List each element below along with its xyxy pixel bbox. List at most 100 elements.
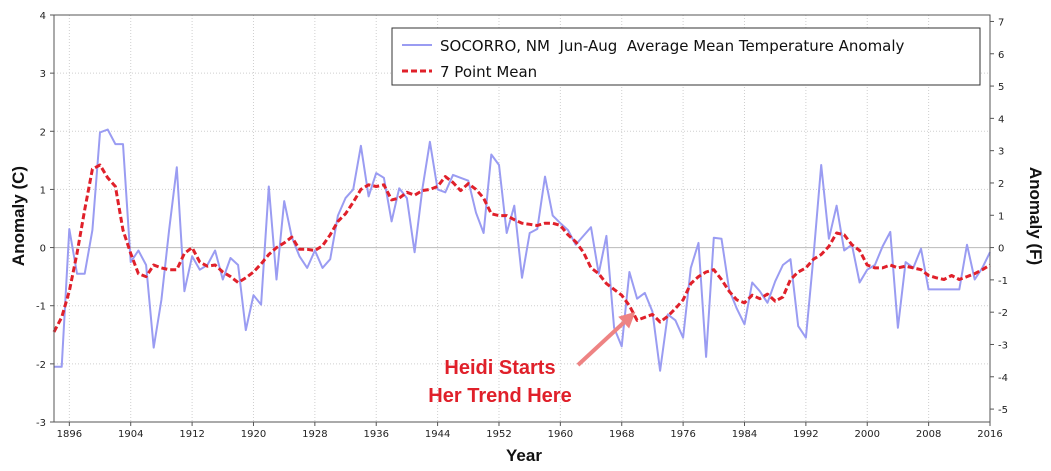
- seven-point-mean-line-point: [483, 198, 484, 199]
- seven-point-mean-line-point: [376, 186, 377, 187]
- seven-point-mean-line-point: [468, 183, 469, 184]
- x-tick-label: 1904: [118, 429, 143, 440]
- annual-anomaly-line-point: [437, 189, 438, 190]
- seven-point-mean-line-point: [598, 273, 599, 274]
- annual-anomaly-line-point: [61, 366, 62, 367]
- seven-point-mean-line-point: [284, 242, 285, 243]
- seven-point-mean-line-point: [207, 266, 208, 267]
- seven-point-mean-line-point: [544, 223, 545, 224]
- annual-anomaly-line-point: [920, 248, 921, 249]
- seven-point-mean-line-point: [913, 267, 914, 268]
- annual-anomaly-line-point: [813, 256, 814, 257]
- annual-anomaly-line-point: [936, 289, 937, 290]
- seven-point-mean-line-point: [897, 267, 898, 268]
- seven-point-mean-line-point: [368, 184, 369, 185]
- seven-point-mean-line-point: [360, 189, 361, 190]
- annual-anomaly-line-point: [698, 242, 699, 243]
- seven-point-mean-line-point: [445, 176, 446, 177]
- seven-point-mean-line-point: [399, 198, 400, 199]
- annual-anomaly-line-point: [943, 289, 944, 290]
- x-tick-label: 1952: [486, 429, 511, 440]
- annual-anomaly-line-point: [199, 269, 200, 270]
- seven-point-mean-line-point: [268, 254, 269, 255]
- x-tick-label: 1976: [670, 429, 695, 440]
- annual-anomaly-line-point: [192, 256, 193, 257]
- seven-point-mean-line-point: [690, 283, 691, 284]
- seven-point-mean-line-point: [498, 215, 499, 216]
- annual-anomaly-line-point: [122, 144, 123, 145]
- seven-point-mean-line-point: [99, 164, 100, 165]
- annual-anomaly-line-point: [360, 145, 361, 146]
- annual-anomaly-line-point: [652, 311, 653, 312]
- annual-anomaly-line-point: [752, 282, 753, 283]
- seven-point-mean-line-point: [590, 267, 591, 268]
- seven-point-mean-line-point: [951, 275, 952, 276]
- annual-anomaly-line-point: [836, 205, 837, 206]
- seven-point-mean-line-point: [353, 202, 354, 203]
- annual-anomaly-line-point: [491, 154, 492, 155]
- seven-point-mean-line-point: [798, 271, 799, 272]
- seven-point-mean-line-point: [245, 277, 246, 278]
- seven-point-mean-line-point: [744, 302, 745, 303]
- annual-anomaly-line-point: [683, 337, 684, 338]
- annual-anomaly-line-point: [637, 298, 638, 299]
- annual-anomaly-line-point: [882, 246, 883, 247]
- seven-point-mean-line-point: [153, 264, 154, 265]
- seven-point-mean-line-point: [261, 263, 262, 264]
- annual-anomaly-line-point: [721, 238, 722, 239]
- legend-label-annual: SOCORRO, NM Jun-Aug Average Mean Tempera…: [440, 37, 905, 55]
- seven-point-mean-line-point: [215, 264, 216, 265]
- annotation-arrow-shaft: [576, 321, 626, 367]
- y-axis-right-title: Anomaly (F): [1026, 167, 1045, 265]
- annual-anomaly-line-point: [560, 223, 561, 224]
- annual-anomaly-line-point: [475, 212, 476, 213]
- seven-point-mean-line-point: [122, 230, 123, 231]
- annotation: Heidi Starts Her Trend Here: [428, 311, 636, 407]
- annual-anomaly-line-point: [322, 267, 323, 268]
- seven-point-mean-line-point: [698, 276, 699, 277]
- seven-point-mean-line-point: [575, 241, 576, 242]
- seven-point-mean-line-point: [729, 291, 730, 292]
- annual-anomaly-line-point: [299, 256, 300, 257]
- seven-point-mean-line-point: [92, 169, 93, 170]
- seven-point-mean-line-point: [966, 276, 967, 277]
- annual-anomaly-line-point: [337, 215, 338, 216]
- x-tick-label: 1992: [793, 429, 818, 440]
- seven-point-mean-line-point: [230, 276, 231, 277]
- annual-anomaly-line-point: [92, 230, 93, 231]
- seven-point-mean-line-point: [805, 267, 806, 268]
- y-right-tick-label: -1: [998, 276, 1008, 287]
- y-right-tick-label: 6: [998, 50, 1004, 61]
- annual-anomaly-line-point: [146, 264, 147, 265]
- y-left-tick-label: 2: [40, 127, 46, 138]
- y-left-tick-label: 4: [40, 11, 46, 22]
- annual-anomaly-line-point: [99, 132, 100, 133]
- seven-point-mean-line-point: [414, 195, 415, 196]
- x-tick-label: 2000: [855, 429, 880, 440]
- annual-anomaly-line-point: [959, 289, 960, 290]
- annual-anomaly-line-point: [706, 356, 707, 357]
- y-right-tick-label: -4: [998, 373, 1008, 384]
- annual-anomaly-line-point: [966, 244, 967, 245]
- seven-point-mean-line-point: [836, 232, 837, 233]
- annual-anomaly-line-point: [552, 215, 553, 216]
- seven-point-mean-line-point: [675, 308, 676, 309]
- annual-anomaly-line-point: [951, 289, 952, 290]
- seven-point-mean-line-point: [460, 190, 461, 191]
- annual-anomaly-line-point: [330, 259, 331, 260]
- annual-anomaly-line-point: [828, 238, 829, 239]
- x-tick-label: 1912: [179, 429, 204, 440]
- annual-anomaly-line-point: [76, 273, 77, 274]
- seven-point-mean-line-point: [345, 213, 346, 214]
- seven-point-mean-line-point: [851, 244, 852, 245]
- seven-point-mean-line-point: [138, 273, 139, 274]
- seven-point-mean-line-point: [982, 269, 983, 270]
- seven-point-mean-line-point: [429, 189, 430, 190]
- y-axis-left-title: Anomaly (C): [9, 166, 28, 266]
- seven-point-mean-line: [52, 163, 991, 333]
- annual-anomaly-line-point: [629, 271, 630, 272]
- y-left-tick-label: -1: [36, 302, 46, 313]
- annual-anomaly-line-point: [514, 205, 515, 206]
- seven-point-mean-line-point: [667, 316, 668, 317]
- seven-point-mean-line-point: [307, 249, 308, 250]
